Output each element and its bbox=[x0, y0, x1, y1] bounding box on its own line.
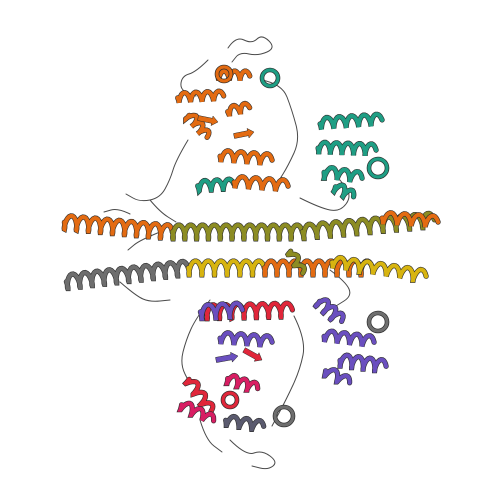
coil-helix-a-orange-ribbon bbox=[62, 213, 175, 240]
coil-crossover bbox=[284, 248, 308, 276]
bl-helix-2 bbox=[217, 330, 275, 348]
left-loop-b bbox=[149, 199, 177, 223]
br-helix-2 bbox=[321, 328, 377, 348]
top-left-long-loop bbox=[125, 139, 189, 202]
coil-helix-a-orange-tip bbox=[379, 210, 441, 228]
tl-ring-teal bbox=[259, 67, 281, 89]
tl-helix-1 bbox=[175, 88, 227, 104]
top-right-loop bbox=[261, 79, 299, 183]
bl-ring-grey bbox=[272, 404, 296, 428]
coil-helix-b-grey bbox=[63, 258, 191, 292]
bl-helix-purple bbox=[197, 300, 245, 322]
bottom-left-long-loop bbox=[181, 299, 211, 385]
bl-ring-grey-ribbon bbox=[273, 405, 295, 427]
bl-strand-1 bbox=[215, 351, 239, 363]
br-helix-3-ribbon bbox=[338, 353, 389, 373]
tr-helix-4 bbox=[330, 182, 357, 201]
sheet-layer bbox=[197, 115, 263, 363]
coil-crossover-ribbon bbox=[285, 249, 307, 276]
tl-strand-2 bbox=[233, 127, 255, 139]
coil-helix-b-orange bbox=[261, 258, 375, 278]
tr-helix-1 bbox=[317, 111, 385, 131]
coil-helix-b-orange-ribbon bbox=[262, 259, 375, 277]
tl-helix-5 bbox=[217, 148, 275, 166]
bl-helix-2-ribbon bbox=[218, 330, 275, 348]
tr-helix-3 bbox=[320, 164, 365, 183]
tl-helix-4-ribbon bbox=[225, 101, 252, 117]
tr-ring-ribbon bbox=[367, 157, 389, 179]
bl-ring-red bbox=[220, 390, 240, 410]
tl-helix-6-ribbon bbox=[232, 174, 291, 192]
tl-helix-teal-ribbon bbox=[195, 177, 236, 195]
bottom-loop-2 bbox=[199, 419, 223, 453]
bl-helix-5-ribbon bbox=[177, 401, 216, 423]
tr-helix-3-ribbon bbox=[321, 165, 365, 183]
tl-helix-teal bbox=[195, 176, 237, 197]
mid-left-lower-loop bbox=[119, 281, 171, 302]
bottom-right-loop bbox=[271, 315, 305, 427]
coil-helix-a-orange-tip-ribbon bbox=[380, 210, 441, 228]
bl-ring-red-ribbon bbox=[221, 391, 239, 409]
coil-helix-b-grey-ribbon bbox=[64, 259, 191, 291]
bl-helix-5 bbox=[176, 400, 217, 424]
tl-ring-orange bbox=[214, 64, 234, 84]
coil-helix-b-yellow-ribbon bbox=[186, 259, 267, 277]
br-helix-1-ribbon bbox=[313, 297, 346, 324]
bl-helix-6-ribbon bbox=[223, 414, 266, 432]
coil-helix-a-olive-end bbox=[299, 210, 437, 242]
coil-helix-b-yellow bbox=[185, 258, 267, 278]
br-helix-3 bbox=[337, 352, 389, 374]
br-helix-4-ribbon bbox=[322, 367, 352, 385]
br-ring-grey-ribbon bbox=[367, 311, 389, 333]
tl-helix-1-ribbon bbox=[175, 89, 226, 104]
tl-helix-5-ribbon bbox=[218, 148, 275, 166]
loop-coils bbox=[103, 36, 351, 470]
bottom-loop-1 bbox=[229, 439, 276, 470]
tr-helix-2-ribbon bbox=[316, 140, 379, 156]
bl-strand-2 bbox=[242, 347, 263, 362]
tl-helix-4 bbox=[225, 100, 253, 117]
bl-helix-4 bbox=[223, 372, 261, 393]
bl-helix-purple-ribbon bbox=[198, 301, 245, 321]
tr-helix-1-ribbon bbox=[318, 112, 385, 130]
tl-ring-orange-ribbon bbox=[215, 65, 233, 83]
br-helix-2-ribbon bbox=[322, 329, 377, 347]
helix-layer bbox=[61, 64, 441, 432]
br-ring-grey bbox=[366, 310, 390, 334]
coil-helix-b-yellow-end bbox=[329, 254, 429, 283]
bl-helix-3-ribbon bbox=[182, 377, 215, 414]
coiled-coil-link bbox=[127, 231, 161, 251]
tl-helix-2-ribbon bbox=[183, 113, 211, 140]
coil-helix-a-olive bbox=[169, 222, 305, 242]
tl-strand-1 bbox=[197, 115, 219, 127]
tr-ring bbox=[366, 156, 390, 180]
coil-helix-a-orange bbox=[61, 213, 175, 241]
br-helix-4 bbox=[321, 367, 353, 386]
bl-helix-6 bbox=[223, 413, 267, 432]
tr-helix-4-ribbon bbox=[331, 183, 356, 200]
bl-helix-4-ribbon bbox=[224, 373, 260, 393]
teal-connector-loop bbox=[299, 179, 350, 211]
tl-helix-2 bbox=[183, 112, 212, 140]
coil-helix-a-olive-end-ribbon bbox=[300, 211, 437, 241]
left-loop-a bbox=[103, 209, 131, 215]
top-loop-2 bbox=[180, 59, 209, 97]
tl-helix-6 bbox=[231, 174, 291, 192]
tl-ring-teal-ribbon bbox=[260, 68, 280, 88]
coil-helix-b-yellow-end-ribbon bbox=[330, 255, 429, 283]
bl-helix-3 bbox=[182, 376, 216, 414]
top-loop-1 bbox=[227, 36, 273, 63]
br-helix-1 bbox=[312, 297, 346, 324]
tr-helix-2 bbox=[315, 139, 379, 156]
coil-helix-a-olive-ribbon bbox=[170, 223, 305, 241]
